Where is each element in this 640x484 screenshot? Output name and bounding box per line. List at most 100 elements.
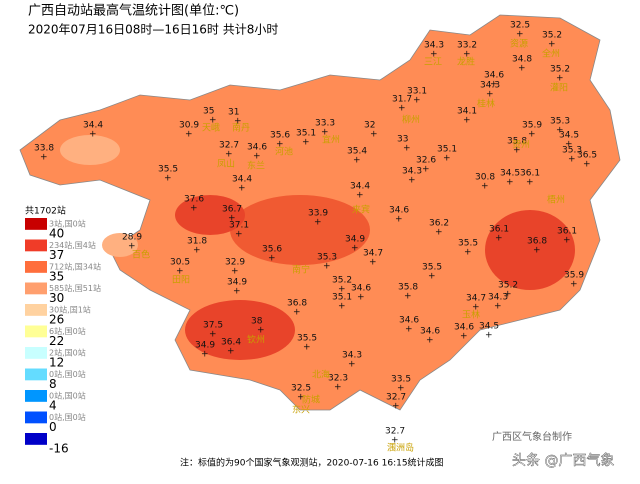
station-mark: + [563,236,571,246]
legend-label: 37 [49,248,64,262]
legend-label: 26 [49,313,64,327]
station-value: 34.9 [345,235,365,245]
station-value: 33.3 [315,119,335,129]
station-mark: + [40,153,48,163]
station-mark: + [231,267,239,277]
legend-label: 0 [49,420,57,434]
station-mark: + [485,331,493,341]
station-mark: + [463,116,471,126]
station-mark: + [528,130,536,140]
station-value: 32.3 [328,374,348,384]
footer-note: 注：标值的为90个国家气象观测站，2020-07-16 16:15统计成图 [180,457,444,469]
place-name: 南宁 [292,264,310,276]
station-mark: + [235,230,243,240]
station-mark: + [490,80,498,90]
cool-area [102,233,138,257]
station-value: 34.5 [479,322,499,332]
station-value: 35.1 [437,145,457,155]
station-value: 30.8 [475,173,495,183]
station-value: 32.7 [219,141,239,151]
title: 广西自动站最高气温统计图(单位:℃) [28,3,239,19]
station-value: 31 [228,108,239,118]
station-value: 35.6 [270,131,290,141]
legend-label: 22 [49,334,64,348]
station-value: 35.1 [296,129,316,139]
station-value: 30.9 [179,121,199,131]
station-value: 34.3 [480,81,500,91]
station-value: 36.5 [577,151,597,161]
station-mark: + [443,154,451,164]
station-mark: + [494,302,502,312]
station-value: 32.6 [416,156,436,166]
station-mark: + [323,262,331,272]
legend-swatch [25,218,47,230]
legend-count: 234站,国4站 [49,240,96,250]
station-mark: + [395,215,403,225]
station-value: 37.5 [203,321,223,331]
place-name: 来宾 [352,204,370,216]
station-mark: + [403,144,411,154]
legend-label: 8 [49,377,57,391]
station-mark: + [228,214,236,224]
subtitle: 2020年07月16日08时—16日16时 共计8小时 [28,23,278,37]
station-mark: + [464,248,472,258]
legend-count: 712站,国34站 [49,262,101,272]
place-name: 涠洲岛 [387,442,414,454]
station-value: 33 [397,135,408,145]
station-mark: + [526,178,534,188]
station-mark: + [201,350,209,360]
station-value: 34.6 [351,284,371,294]
station-mark: + [234,117,242,127]
station-mark: + [391,436,399,446]
legend-count: 0站,国0站 [49,369,86,379]
hot-area [185,300,295,360]
station-mark: + [268,254,276,264]
place-name: 桂林 [477,98,495,110]
legend-count: 6站,国0站 [49,326,86,336]
station-value: 32.7 [385,427,405,437]
station-value: 35.5 [158,165,178,175]
station-value: 33.5 [391,375,411,385]
station-value: 35.8 [398,283,418,293]
station-value: 34.6 [454,323,474,333]
station-mark: + [351,244,359,254]
legend-label: -16 [49,442,69,456]
station-value: 34.3 [342,351,362,361]
station-mark: + [413,96,421,106]
legend-label: 4 [49,399,57,413]
station-mark: + [353,156,361,166]
station-value: 35.3 [317,253,337,263]
station-mark: + [428,272,436,282]
station-value: 34.6 [420,327,440,337]
place-name: 防城 [302,394,320,406]
place-name: 龙胜 [457,56,475,68]
legend-count: 2站,国0站 [49,348,86,358]
station-mark: + [128,242,136,252]
station-mark: + [481,182,489,192]
station-mark: + [302,138,310,148]
legend-swatch [25,304,47,316]
legend-swatch [25,433,47,445]
station-mark: + [233,287,241,297]
legend-swatch [25,368,47,381]
station-mark: + [392,402,400,412]
legend-count: 3站,国0站 [49,219,86,229]
station-value: 35.2 [498,281,518,291]
place-name: 东兰 [247,160,265,172]
station-mark: + [370,130,378,140]
station-mark: + [348,360,356,370]
station-mark: + [338,302,346,312]
station-mark: + [463,50,471,60]
station-value: 35.3 [562,146,582,156]
station-value: 35.2 [542,31,562,41]
watermark: 头条 @广西气象 [512,452,614,469]
station-value: 37.6 [184,195,204,205]
station-mark: + [253,152,261,162]
station-value: 36.1 [489,225,509,235]
station-value: 34.6 [247,143,267,153]
station-mark: + [293,308,301,318]
station-mark: + [314,218,322,228]
station-mark: + [227,347,235,357]
station-mark: + [556,74,564,84]
station-value: 36.8 [527,237,547,247]
